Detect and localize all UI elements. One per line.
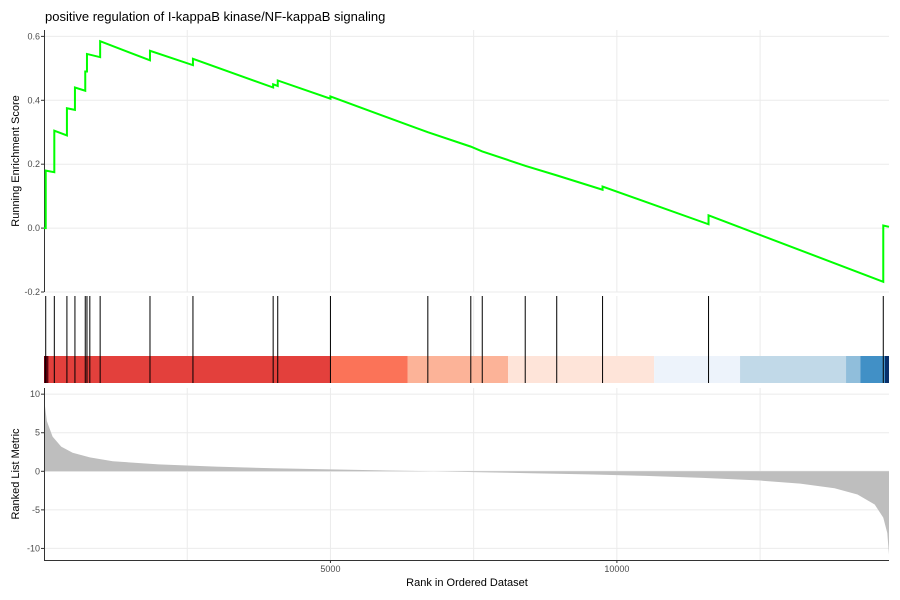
y-tick-label: 10: [30, 389, 40, 399]
gene-hit-markers: [45, 296, 884, 383]
y-tick-label: -0.2: [24, 287, 40, 297]
color-bar-segment: [740, 356, 847, 383]
ranked-list-metric-area: [44, 398, 889, 555]
hits-panel: [44, 296, 889, 383]
y-tick-label: 0: [35, 466, 40, 476]
enrichment-panel: -0.2 0.0 0.2 0.4 0.6 Running Enrichment Scor…: [10, 30, 890, 297]
x-tick-label: 10000: [604, 564, 629, 574]
color-bar-segment: [884, 356, 889, 383]
x-tick-labels: 5000 10000: [320, 560, 629, 574]
rank-color-bar: [44, 356, 889, 383]
ranked-metric-y-axis-title: Ranked List Metric: [10, 428, 22, 520]
color-bar-segment: [508, 356, 655, 383]
color-bar-segment: [654, 356, 741, 383]
x-tick-label: 5000: [320, 564, 340, 574]
running-enrichment-score-line: [44, 39, 890, 284]
y-tick-label: 0.4: [27, 95, 40, 105]
y-tick-label: 0.2: [27, 159, 40, 169]
y-tick-label: 0.0: [27, 223, 40, 233]
chart-title: positive regulation of I-kappaB kinase/N…: [45, 9, 385, 24]
enrichment-grid: [44, 30, 889, 293]
color-bar-segment: [407, 356, 509, 383]
ranked-metric-panel: -10 -5 0 5 10 5000 10000 Ranked List Metric R…: [10, 388, 889, 589]
color-bar-segment: [330, 356, 408, 383]
y-tick-label: 0.6: [27, 31, 40, 41]
color-bar-segment: [846, 356, 861, 383]
enrichment-y-axis-title: Running Enrichment Score: [10, 95, 22, 226]
x-axis-title: Rank in Ordered Dataset: [406, 577, 528, 589]
y-tick-label: -5: [32, 505, 40, 515]
ranked-metric-y-tick-labels: -10 -5 0 5 10: [27, 389, 44, 553]
color-bar-segment: [44, 356, 49, 383]
enrichment-y-tick-labels: -0.2 0.0 0.2 0.4 0.6: [24, 31, 44, 297]
color-bar-segment: [860, 356, 885, 383]
y-tick-label: -10: [27, 543, 40, 553]
y-tick-label: 5: [35, 428, 40, 438]
color-bar-segment: [48, 356, 331, 383]
